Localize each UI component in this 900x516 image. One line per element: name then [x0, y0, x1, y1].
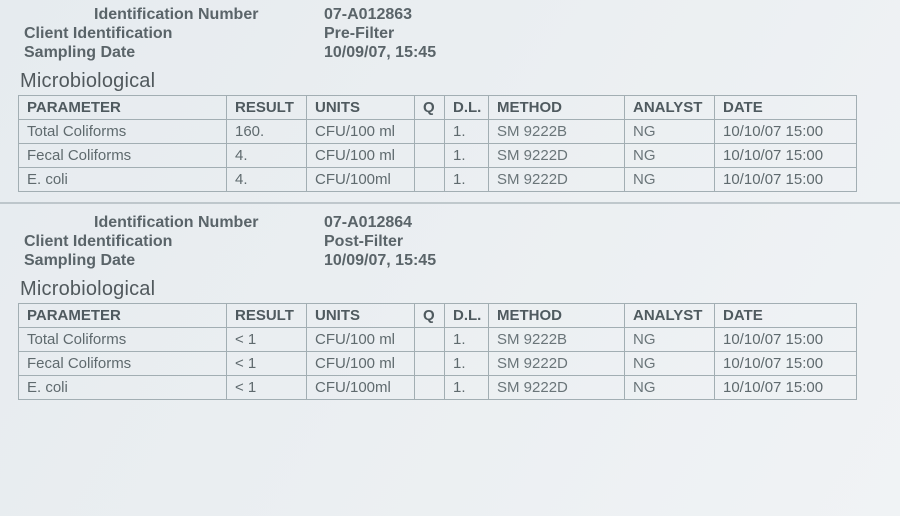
cell-dl: 1. [445, 376, 489, 400]
cell-dl: 1. [445, 144, 489, 168]
label-id-number: Identification Number [24, 214, 324, 232]
cell-date: 10/10/07 15:00 [715, 120, 857, 144]
cell-result: < 1 [227, 328, 307, 352]
cell-units: CFU/100 ml [307, 352, 415, 376]
label-client-id: Client Identification [24, 233, 324, 251]
section-divider [0, 202, 900, 204]
cell-method: SM 9222D [489, 352, 625, 376]
cell-result: < 1 [227, 376, 307, 400]
label-client-id: Client Identification [24, 25, 324, 43]
cell-result: < 1 [227, 352, 307, 376]
table-row: Total Coliforms 160. CFU/100 ml 1. SM 92… [19, 120, 857, 144]
results-table: PARAMETER RESULT UNITS Q D.L. METHOD ANA… [18, 303, 857, 400]
col-date: DATE [715, 96, 857, 120]
cell-q [415, 352, 445, 376]
col-method: METHOD [489, 96, 625, 120]
cell-q [415, 376, 445, 400]
col-result: RESULT [227, 96, 307, 120]
cell-dl: 1. [445, 352, 489, 376]
cell-parameter: Fecal Coliforms [19, 144, 227, 168]
value-id-number: 07-A012863 [324, 6, 882, 24]
col-dl: D.L. [445, 96, 489, 120]
table-row: Fecal Coliforms < 1 CFU/100 ml 1. SM 922… [19, 352, 857, 376]
col-parameter: PARAMETER [19, 304, 227, 328]
cell-date: 10/10/07 15:00 [715, 144, 857, 168]
cell-dl: 1. [445, 168, 489, 192]
col-analyst: ANALYST [625, 304, 715, 328]
cell-parameter: Total Coliforms [19, 328, 227, 352]
cell-parameter: E. coli [19, 168, 227, 192]
value-id-number: 07-A012864 [324, 214, 882, 232]
table-row: Fecal Coliforms 4. CFU/100 ml 1. SM 9222… [19, 144, 857, 168]
sample-section: Identification Number 07-A012864 Client … [0, 208, 900, 400]
cell-method: SM 9222D [489, 168, 625, 192]
col-units: UNITS [307, 304, 415, 328]
cell-analyst: NG [625, 168, 715, 192]
col-q: Q [415, 304, 445, 328]
cell-parameter: Total Coliforms [19, 120, 227, 144]
col-parameter: PARAMETER [19, 96, 227, 120]
table-row: E. coli 4. CFU/100ml 1. SM 9222D NG 10/1… [19, 168, 857, 192]
cell-method: SM 9222D [489, 144, 625, 168]
cell-date: 10/10/07 15:00 [715, 328, 857, 352]
label-sampling-date: Sampling Date [24, 44, 324, 62]
cell-units: CFU/100 ml [307, 120, 415, 144]
value-client-id: Pre-Filter [324, 25, 882, 43]
cell-q [415, 168, 445, 192]
cell-analyst: NG [625, 120, 715, 144]
col-result: RESULT [227, 304, 307, 328]
cell-result: 4. [227, 144, 307, 168]
col-method: METHOD [489, 304, 625, 328]
cell-date: 10/10/07 15:00 [715, 352, 857, 376]
value-client-id: Post-Filter [324, 233, 882, 251]
col-dl: D.L. [445, 304, 489, 328]
sample-section: Identification Number 07-A012863 Client … [0, 0, 900, 192]
cell-method: SM 9222B [489, 120, 625, 144]
cell-q [415, 120, 445, 144]
cell-result: 160. [227, 120, 307, 144]
cell-q [415, 144, 445, 168]
sample-header: Identification Number 07-A012864 Client … [24, 214, 882, 270]
cell-units: CFU/100ml [307, 168, 415, 192]
cell-analyst: NG [625, 352, 715, 376]
cell-units: CFU/100 ml [307, 328, 415, 352]
cell-parameter: Fecal Coliforms [19, 352, 227, 376]
cell-date: 10/10/07 15:00 [715, 376, 857, 400]
cell-dl: 1. [445, 120, 489, 144]
cell-parameter: E. coli [19, 376, 227, 400]
sample-header: Identification Number 07-A012863 Client … [24, 6, 882, 62]
cell-q [415, 328, 445, 352]
table-header-row: PARAMETER RESULT UNITS Q D.L. METHOD ANA… [19, 96, 857, 120]
col-q: Q [415, 96, 445, 120]
cell-date: 10/10/07 15:00 [715, 168, 857, 192]
value-sampling-date: 10/09/07, 15:45 [324, 252, 882, 270]
table-header-row: PARAMETER RESULT UNITS Q D.L. METHOD ANA… [19, 304, 857, 328]
value-sampling-date: 10/09/07, 15:45 [324, 44, 882, 62]
label-sampling-date: Sampling Date [24, 252, 324, 270]
label-id-number: Identification Number [24, 6, 324, 24]
table-row: Total Coliforms < 1 CFU/100 ml 1. SM 922… [19, 328, 857, 352]
cell-analyst: NG [625, 376, 715, 400]
cell-dl: 1. [445, 328, 489, 352]
section-title: Microbiological [20, 70, 882, 93]
col-units: UNITS [307, 96, 415, 120]
cell-method: SM 9222B [489, 328, 625, 352]
results-table: PARAMETER RESULT UNITS Q D.L. METHOD ANA… [18, 95, 857, 192]
col-analyst: ANALYST [625, 96, 715, 120]
table-row: E. coli < 1 CFU/100ml 1. SM 9222D NG 10/… [19, 376, 857, 400]
cell-units: CFU/100 ml [307, 144, 415, 168]
cell-units: CFU/100ml [307, 376, 415, 400]
col-date: DATE [715, 304, 857, 328]
section-title: Microbiological [20, 278, 882, 301]
cell-result: 4. [227, 168, 307, 192]
cell-analyst: NG [625, 328, 715, 352]
cell-method: SM 9222D [489, 376, 625, 400]
cell-analyst: NG [625, 144, 715, 168]
